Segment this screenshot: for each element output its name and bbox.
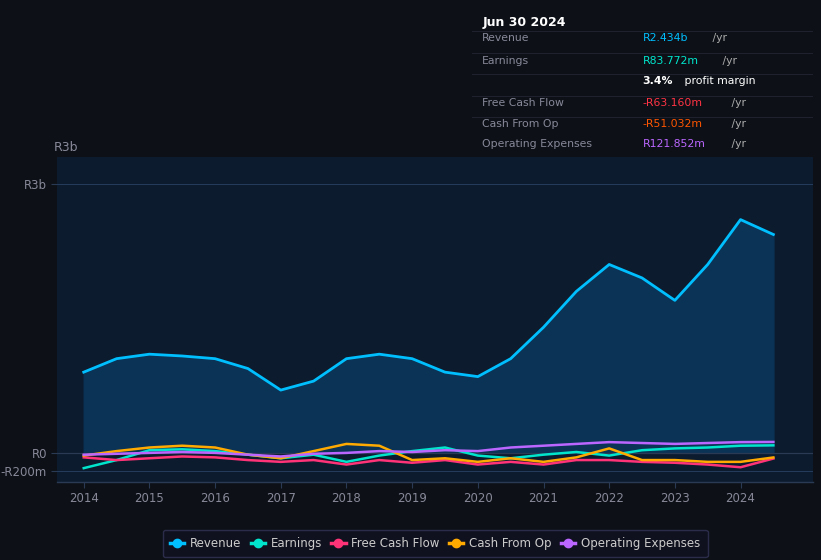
Text: R83.772m: R83.772m [643,56,699,66]
Text: /yr: /yr [728,119,746,129]
Text: Operating Expenses: Operating Expenses [482,139,592,149]
Text: 3.4%: 3.4% [643,76,673,86]
Text: /yr: /yr [718,56,736,66]
Text: R2.434b: R2.434b [643,34,688,43]
Legend: Revenue, Earnings, Free Cash Flow, Cash From Op, Operating Expenses: Revenue, Earnings, Free Cash Flow, Cash … [163,530,708,557]
Text: Earnings: Earnings [482,56,530,66]
Text: /yr: /yr [728,139,746,149]
Text: Jun 30 2024: Jun 30 2024 [482,16,566,29]
Text: /yr: /yr [728,97,746,108]
Text: -R51.032m: -R51.032m [643,119,703,129]
Text: -R63.160m: -R63.160m [643,97,703,108]
Text: Revenue: Revenue [482,34,530,43]
Text: Free Cash Flow: Free Cash Flow [482,97,564,108]
Text: profit margin: profit margin [681,76,755,86]
Text: /yr: /yr [709,34,727,43]
Text: R121.852m: R121.852m [643,139,705,149]
Text: Cash From Op: Cash From Op [482,119,559,129]
Text: R3b: R3b [53,141,78,154]
